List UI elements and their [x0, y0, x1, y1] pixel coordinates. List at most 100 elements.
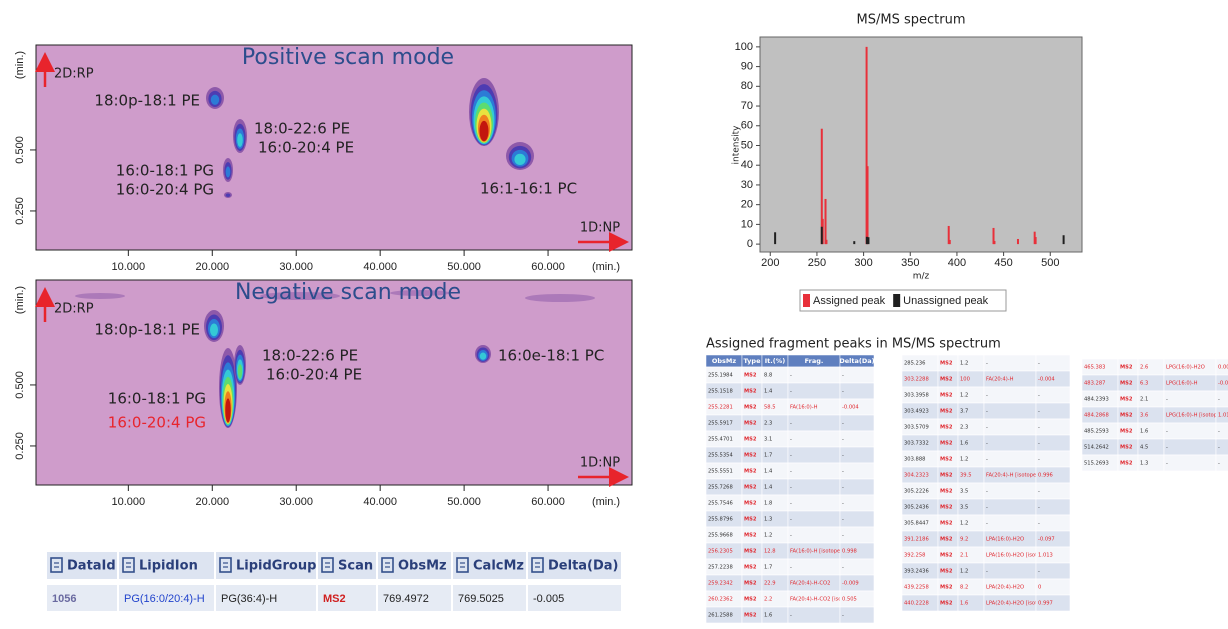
cell-text: 303.2288 — [904, 377, 929, 383]
plot-title: Positive scan mode — [242, 45, 454, 70]
column-icon — [456, 557, 469, 573]
cell-text: MS2 — [940, 393, 953, 399]
column-header[interactable]: Scan — [338, 559, 373, 574]
column-header[interactable]: LipidGroup — [236, 559, 316, 574]
peak-annotation: 16:0-18:1 PG — [108, 390, 206, 408]
plot-frame — [35, 279, 633, 486]
table-cell — [839, 558, 875, 576]
x-tick-label: 300 — [854, 257, 872, 269]
cell-text: MS2 — [744, 565, 757, 571]
cell-text: 255.7268 — [708, 485, 733, 491]
cell-text: -0.097 — [1038, 537, 1055, 543]
cell-text: 769.5025 — [458, 593, 504, 605]
cell-text: MS2 — [1120, 413, 1133, 419]
cell-text: 1.8 — [764, 501, 772, 507]
peak-annotation: 18:0-22:6 PE — [254, 120, 350, 138]
cell-text: MS2 — [744, 485, 757, 491]
column-header[interactable]: ObsMz — [398, 559, 447, 574]
table-cell — [839, 430, 875, 448]
cell-text: 255.9668 — [708, 533, 733, 539]
cell-text: 483.287 — [1084, 381, 1105, 387]
table-cell — [983, 434, 1037, 452]
x-tick-label: 30.000 — [279, 496, 313, 508]
cell-text: MS2 — [744, 405, 757, 411]
spectrum-peak — [1016, 238, 1019, 245]
intensity-blob — [225, 166, 231, 178]
intensity-blob — [260, 292, 340, 300]
cell-text: MS2 — [940, 601, 953, 607]
cell-text: 1.2 — [764, 533, 772, 539]
cell-text: 2.3 — [764, 421, 772, 427]
cell-text: 303.888 — [904, 457, 925, 463]
cell-text: MS2 — [744, 533, 757, 539]
table-cell — [1215, 438, 1228, 456]
cell-text: - — [842, 485, 844, 491]
y-tick-label: 0.250 — [14, 432, 26, 460]
intensity-blob — [479, 120, 489, 142]
cell-text: 255.8796 — [708, 517, 733, 523]
spectrum-peak — [865, 46, 868, 245]
cell-text: - — [1038, 457, 1040, 463]
column-header[interactable]: CalcMz — [473, 559, 524, 574]
cell-text: MS2 — [744, 581, 757, 587]
column-header[interactable]: DataId — [67, 559, 116, 574]
cell-text: 304.2323 — [904, 473, 929, 479]
table-cell — [839, 526, 875, 544]
cell-text: 2.1 — [960, 553, 968, 559]
table-cell — [1215, 390, 1228, 408]
cell-text: 9.2 — [960, 537, 968, 543]
cell-text: 485.2593 — [1084, 429, 1109, 435]
cell-text: MS2 — [940, 585, 953, 591]
y-tick-label: 50 — [741, 139, 753, 151]
table-cell — [1035, 450, 1071, 468]
cell-text: - — [842, 437, 844, 443]
cell-text: 3.5 — [960, 505, 968, 511]
column-header[interactable]: LipidIon — [139, 559, 198, 574]
table-cell — [214, 583, 318, 613]
cell-text: FA(20:4)-H-CO2 — [790, 581, 830, 587]
y-tick-label: 70 — [741, 100, 753, 112]
cell-text: 0 — [1038, 585, 1041, 591]
column-header[interactable]: Delta(Da) — [548, 559, 619, 574]
cell-text: - — [986, 425, 988, 431]
cell-text: 1.7 — [764, 565, 772, 571]
cell-text: - — [842, 501, 844, 507]
cell-text: 303.4923 — [904, 409, 929, 415]
spectrum-peak — [853, 241, 856, 245]
table-cell — [787, 446, 841, 464]
intensity-blob — [514, 153, 526, 165]
y-tick-label: 10 — [741, 218, 753, 230]
cell-text: - — [1038, 441, 1040, 447]
cell-text: 1.013 — [1038, 553, 1053, 559]
table-cell — [1035, 418, 1071, 436]
peak-annotation: 16:0-18:1 PG — [116, 162, 214, 180]
cell-text: -0.004 — [842, 405, 859, 411]
y-tick-label: 30 — [741, 179, 753, 191]
y-axis-label: 2D:RP — [54, 302, 94, 317]
spectrum-peak — [1062, 235, 1065, 245]
cell-text: - — [790, 565, 792, 571]
cell-text: 1.6 — [960, 601, 968, 607]
cell-text: 4.5 — [1140, 445, 1148, 451]
x-axis-label: 1D:NP — [580, 221, 620, 236]
y-tick-label: 0 — [747, 238, 753, 250]
cell-text: 484.2868 — [1084, 413, 1109, 419]
cell-text: 2.2 — [764, 597, 772, 603]
cell-text: LPA(20:4)-H2O — [986, 585, 1024, 591]
table-cell — [787, 462, 841, 480]
cell-text: LPA(16:0)-H2O — [986, 537, 1024, 543]
table-cell — [983, 450, 1037, 468]
y-tick-label: 0.500 — [14, 371, 26, 399]
header-cell — [316, 550, 378, 581]
cell-text: - — [790, 533, 792, 539]
table-cell — [983, 482, 1037, 500]
cell-text: - — [1038, 361, 1040, 367]
cell-text: MS2 — [744, 597, 757, 603]
table-cell — [983, 562, 1037, 580]
cell-text: LPG(16:0)-H — [1166, 381, 1198, 387]
table-cell — [839, 382, 875, 400]
legend-box — [799, 289, 1007, 312]
cell-text: MS2 — [940, 553, 953, 559]
cell-text: MS2 — [1120, 445, 1133, 451]
cell-text: - — [790, 389, 792, 395]
